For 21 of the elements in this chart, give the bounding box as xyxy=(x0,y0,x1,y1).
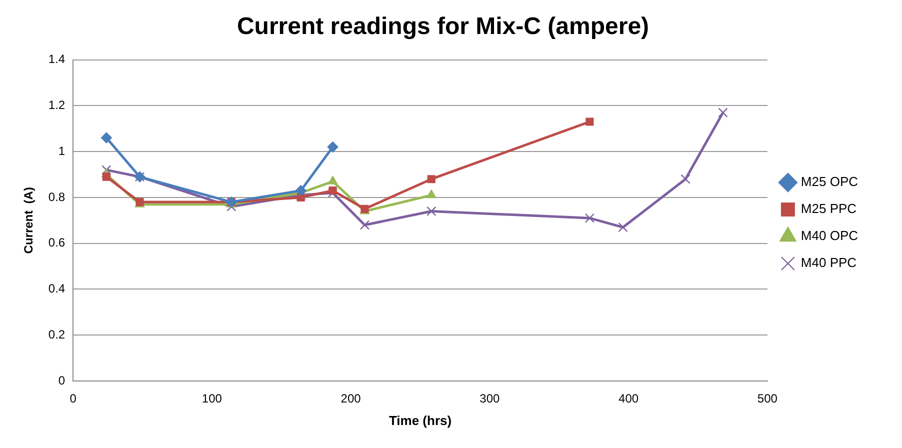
y-tick-label: 0 xyxy=(58,373,66,388)
y-tick-label: 0.8 xyxy=(48,190,66,204)
y-tick-label: 0.4 xyxy=(48,282,66,296)
y-tick-label: 1.2 xyxy=(48,98,66,112)
y-tick-label: 0.6 xyxy=(48,236,66,250)
x-tick-label: 400 xyxy=(618,392,639,406)
y-tick-label: 1.4 xyxy=(48,52,66,66)
y-tick-label: 1 xyxy=(58,144,66,158)
chart-title: Current readings for Mix-C (ampere) xyxy=(236,13,650,40)
legend-label: M25 PPC xyxy=(800,201,857,216)
x-tick-label: 100 xyxy=(202,392,222,406)
x-axis-title: Time (hrs) xyxy=(388,412,452,428)
legend-label: M40 PPC xyxy=(800,255,857,270)
x-tick-label: 500 xyxy=(757,392,778,406)
y-tick-label: 0.2 xyxy=(48,327,66,342)
x-tick-label: 200 xyxy=(340,392,362,406)
legend-label: M40 OPC xyxy=(800,228,858,244)
x-tick-label: 0 xyxy=(70,392,77,406)
y-axis-title: Current (A) xyxy=(22,187,36,254)
x-tick-label: 300 xyxy=(480,392,500,406)
legend-label: M25 OPC xyxy=(800,174,858,190)
